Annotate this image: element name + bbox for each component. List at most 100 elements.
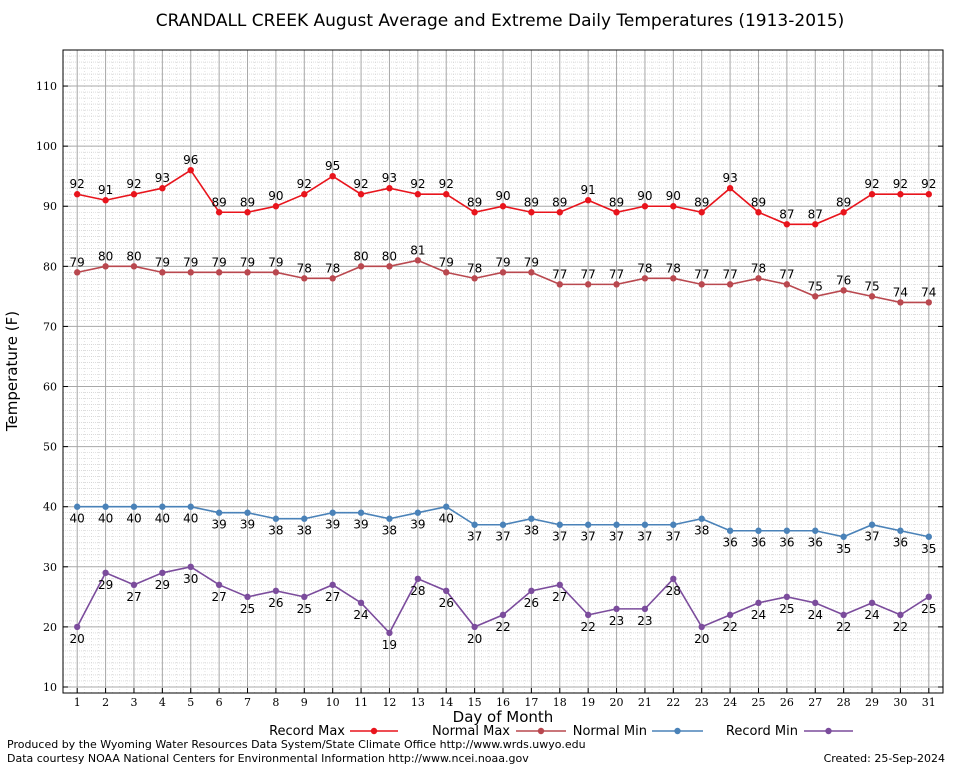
data-point: [301, 593, 308, 601]
data-label: 74: [921, 285, 936, 299]
x-tick-label: 14: [439, 696, 453, 709]
x-tick-label: 3: [130, 696, 137, 709]
y-tick-label: 90: [43, 200, 57, 213]
legend-label: Record Max: [269, 724, 345, 739]
data-label: 79: [211, 255, 226, 269]
data-label: 38: [382, 524, 397, 538]
chart-title: CRANDALL CREEK August Average and Extrem…: [156, 11, 845, 31]
x-tick-label: 5: [187, 696, 194, 709]
data-point: [528, 587, 535, 595]
data-label: 20: [467, 632, 482, 646]
data-point: [386, 629, 393, 637]
data-label: 78: [751, 261, 766, 275]
data-point: [613, 605, 620, 613]
data-point: [159, 269, 166, 276]
data-label: 93: [722, 171, 737, 185]
x-tick-label: 28: [837, 696, 851, 709]
data-label: 24: [808, 608, 823, 622]
data-label: 77: [609, 267, 624, 281]
data-point: [244, 509, 251, 516]
y-axis-label: Temperature (F): [3, 311, 21, 432]
data-point: [584, 281, 592, 288]
data-label: 36: [751, 536, 766, 550]
data-point: [272, 203, 280, 210]
data-point: [414, 191, 422, 198]
series-layer: 92 91 92 93 96 89 89 90 92 95 92 93 92 92 89 90 89 89 91 89…: [70, 153, 937, 652]
data-point: [443, 269, 450, 276]
data-label: 25: [240, 602, 255, 616]
data-label: 77: [722, 267, 737, 281]
data-point: [783, 527, 791, 534]
x-axis-label: Day of Month: [453, 708, 554, 726]
data-label: 35: [836, 542, 851, 556]
legend-swatch-marker: [674, 727, 681, 735]
data-point: [925, 593, 933, 601]
data-point: [698, 281, 705, 288]
data-point: [556, 209, 563, 216]
x-tick-label: 11: [354, 696, 368, 709]
data-label: 37: [581, 530, 596, 544]
data-label: 24: [353, 608, 368, 622]
x-tick-label: 23: [695, 696, 709, 709]
data-point: [102, 569, 109, 577]
data-label: 90: [637, 189, 652, 203]
data-point: [414, 509, 422, 516]
data-point: [244, 209, 251, 216]
data-point: [641, 203, 649, 210]
data-label: 24: [864, 608, 879, 622]
x-tick-label: 8: [272, 696, 279, 709]
data-point: [528, 209, 535, 216]
data-point: [812, 527, 819, 534]
y-tick-label: 10: [43, 681, 57, 694]
y-tick-label: 100: [36, 140, 57, 153]
data-point: [868, 599, 876, 607]
data-label: 92: [126, 177, 141, 191]
y-tick-label: 30: [43, 561, 57, 574]
data-point: [159, 503, 166, 510]
data-label: 39: [211, 518, 226, 532]
data-label: 22: [836, 620, 851, 634]
data-point: [499, 203, 507, 210]
data-point: [73, 269, 81, 276]
data-point: [528, 269, 535, 276]
x-tick-label: 15: [468, 696, 482, 709]
data-label: 27: [552, 590, 567, 604]
data-label: 27: [325, 590, 340, 604]
data-label: 77: [694, 267, 709, 281]
data-label: 79: [240, 255, 255, 269]
data-label: 93: [155, 171, 170, 185]
data-label: 22: [495, 620, 510, 634]
data-label: 80: [353, 249, 368, 263]
data-label: 79: [183, 255, 198, 269]
data-point: [443, 503, 450, 510]
data-point: [130, 581, 138, 589]
data-label: 37: [495, 530, 510, 544]
data-point: [159, 185, 166, 192]
x-tick-label: 24: [723, 696, 737, 709]
data-point: [868, 293, 876, 300]
x-tick-label: 7: [244, 696, 251, 709]
data-label: 37: [864, 530, 879, 544]
x-tick-label: 26: [780, 696, 794, 709]
data-label: 90: [666, 189, 681, 203]
data-label: 27: [126, 590, 141, 604]
data-point: [897, 527, 904, 534]
data-label: 79: [524, 255, 539, 269]
data-label: 37: [609, 530, 624, 544]
data-point: [698, 623, 705, 631]
data-point: [414, 575, 422, 583]
data-label: 39: [410, 518, 425, 532]
data-point: [215, 509, 223, 516]
data-label: 30: [183, 572, 198, 586]
x-tick-label: 30: [893, 696, 907, 709]
y-tick-label: 60: [43, 381, 57, 394]
data-label: 39: [353, 518, 368, 532]
x-tick-label: 29: [865, 696, 879, 709]
data-point: [414, 257, 422, 264]
data-point: [726, 281, 734, 288]
data-point: [73, 623, 81, 631]
data-point: [726, 185, 734, 192]
data-label: 78: [637, 261, 652, 275]
data-point: [613, 281, 620, 288]
data-label: 38: [524, 524, 539, 538]
